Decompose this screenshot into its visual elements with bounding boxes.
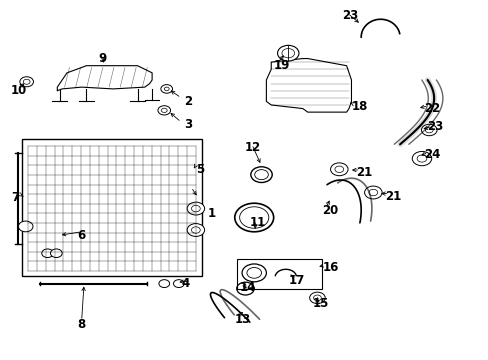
- Bar: [237, 258, 322, 289]
- Text: 5: 5: [196, 163, 203, 176]
- Circle shape: [330, 163, 347, 176]
- Circle shape: [164, 87, 169, 91]
- Circle shape: [187, 224, 204, 237]
- Text: 9: 9: [99, 52, 107, 65]
- Circle shape: [421, 124, 436, 136]
- Text: 8: 8: [77, 318, 85, 331]
- Circle shape: [23, 79, 30, 84]
- Circle shape: [19, 221, 33, 232]
- Text: 24: 24: [424, 148, 440, 162]
- Circle shape: [411, 152, 431, 166]
- Text: 17: 17: [287, 274, 304, 287]
- Circle shape: [20, 77, 33, 87]
- Circle shape: [313, 295, 321, 301]
- Circle shape: [158, 106, 170, 115]
- Text: 23: 23: [341, 9, 357, 22]
- Polygon shape: [266, 59, 351, 112]
- Text: 20: 20: [322, 204, 338, 217]
- Text: 21: 21: [356, 166, 372, 179]
- Text: 18: 18: [351, 100, 367, 113]
- Circle shape: [187, 202, 204, 215]
- Text: 21: 21: [385, 190, 401, 203]
- Circle shape: [334, 166, 343, 172]
- Text: 10: 10: [11, 84, 27, 97]
- Circle shape: [425, 127, 432, 133]
- Text: 3: 3: [183, 118, 191, 131]
- Text: 13: 13: [234, 313, 250, 326]
- Text: 14: 14: [239, 281, 256, 294]
- Text: 15: 15: [312, 297, 328, 310]
- Text: 4: 4: [181, 277, 189, 290]
- Circle shape: [191, 227, 200, 233]
- Text: 6: 6: [77, 229, 85, 242]
- Text: 2: 2: [183, 95, 191, 108]
- Text: 7: 7: [11, 192, 19, 204]
- Text: 1: 1: [207, 207, 216, 220]
- Circle shape: [41, 249, 53, 257]
- Circle shape: [309, 292, 325, 303]
- Circle shape: [161, 85, 172, 93]
- Circle shape: [191, 205, 200, 212]
- Text: 23: 23: [426, 120, 442, 133]
- Text: 12: 12: [244, 141, 260, 154]
- Text: 11: 11: [249, 216, 265, 229]
- Bar: [22, 139, 201, 276]
- Circle shape: [416, 155, 426, 162]
- Circle shape: [50, 249, 62, 257]
- Text: 19: 19: [273, 59, 289, 72]
- Text: 16: 16: [322, 261, 338, 274]
- Circle shape: [277, 45, 298, 61]
- Circle shape: [282, 49, 294, 58]
- Circle shape: [173, 280, 184, 288]
- Circle shape: [368, 189, 377, 196]
- Circle shape: [364, 186, 381, 199]
- Circle shape: [161, 108, 167, 112]
- Circle shape: [159, 280, 169, 288]
- Text: 22: 22: [424, 102, 440, 115]
